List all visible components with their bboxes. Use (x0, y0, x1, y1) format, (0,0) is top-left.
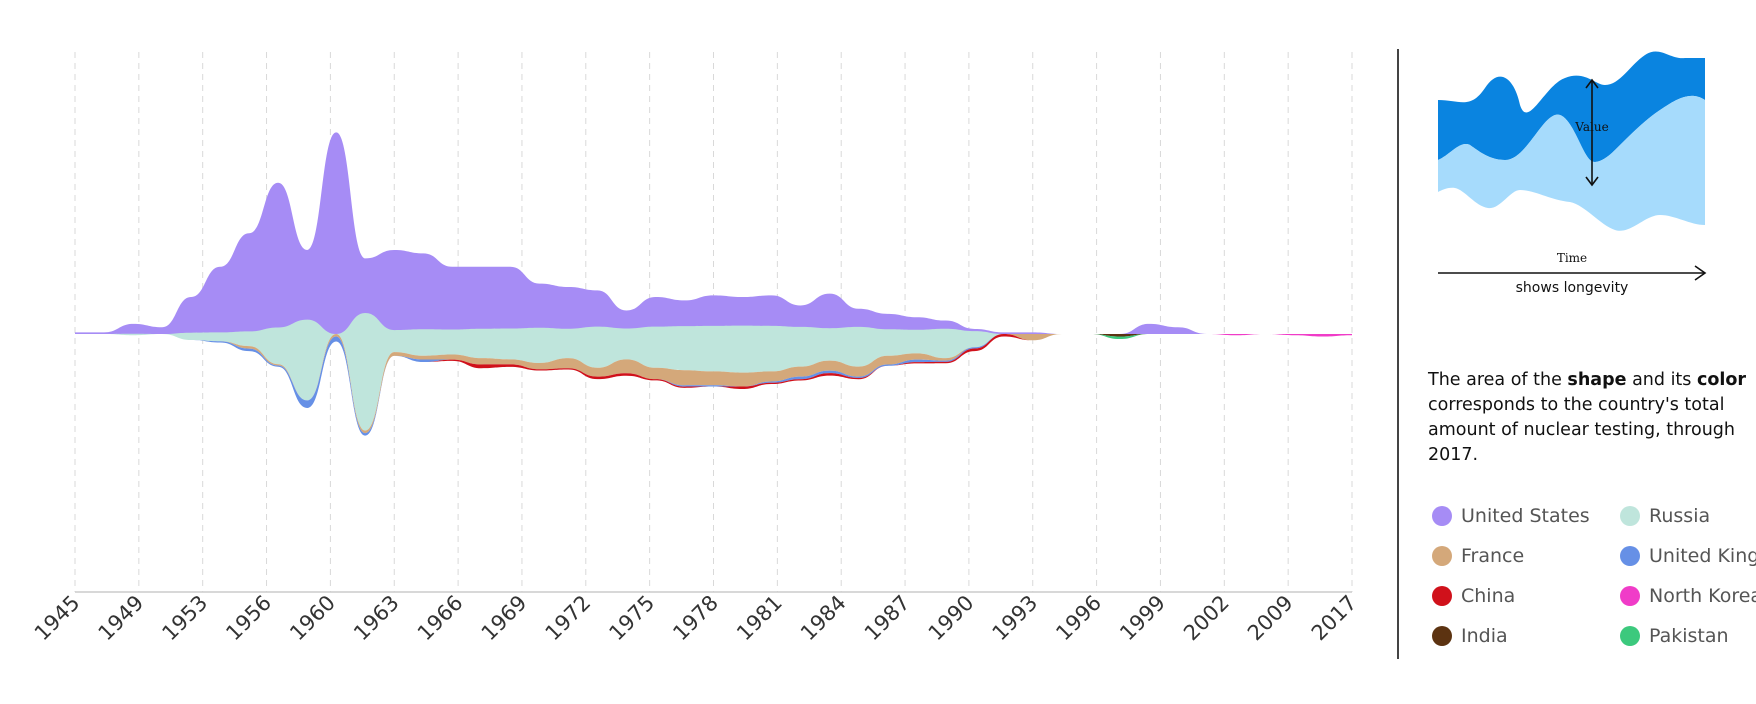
x-tick-label: 1953 (157, 591, 212, 646)
legend-label: United Kingdom (1649, 545, 1756, 567)
legend-item-india: India (1432, 622, 1508, 650)
x-tick-label: 1987 (860, 591, 915, 646)
x-tick-label: 1975 (604, 591, 659, 646)
key-arrow-head-up (1585, 78, 1599, 89)
x-tick-label: 1996 (1051, 591, 1106, 646)
x-tick-label: 1960 (285, 591, 340, 646)
legend-label: North Korea (1649, 585, 1756, 607)
legend-swatch (1620, 626, 1640, 646)
legend-label: China (1461, 585, 1516, 607)
key-light-stream (1438, 95, 1705, 231)
legend-swatch (1620, 546, 1640, 566)
x-tick-label: 1972 (541, 591, 596, 646)
legend-item-united-states: United States (1432, 502, 1590, 530)
legend-item-north-korea: North Korea (1620, 582, 1756, 610)
explain-part3: corresponds to the country's total amoun… (1428, 395, 1735, 465)
x-tick-label: 1966 (413, 591, 468, 646)
stream-france (75, 334, 1352, 434)
explain-bold-color: color (1696, 370, 1747, 390)
legend-item-united-kingdom: United Kingdom (1620, 542, 1756, 570)
legend-label: France (1461, 545, 1525, 567)
key-dark-stream (1438, 51, 1705, 162)
legend-swatch (1620, 506, 1640, 526)
x-tick-label: 2017 (1307, 591, 1362, 646)
x-tick-label: 1978 (668, 591, 723, 646)
x-tick-label: 1999 (1115, 591, 1170, 646)
x-tick-label: 1963 (349, 591, 404, 646)
legend-swatch (1620, 586, 1640, 606)
x-tick-label: 2002 (1179, 591, 1234, 646)
legend-item-pakistan: Pakistan (1620, 622, 1729, 650)
legend-swatch (1432, 586, 1452, 606)
explain-part2: and its (1626, 370, 1697, 390)
x-tick-label: 1981 (732, 591, 787, 646)
legend-label: India (1461, 625, 1508, 647)
how-to-read-key: Value Time shows longevity (1438, 51, 1707, 296)
x-tick-label: 1949 (94, 591, 149, 646)
x-tick-label: 1945 (30, 591, 85, 646)
legend-swatch (1432, 506, 1452, 526)
legend-label: Pakistan (1649, 625, 1729, 647)
stream-united-states (75, 132, 1352, 334)
explain-part1: The area of the (1428, 370, 1568, 390)
x-tick-label: 1956 (221, 591, 276, 646)
x-tick-label: 1984 (796, 591, 851, 646)
key-time-label: Time (1557, 251, 1587, 265)
explanation-text: The area of the shape and its color corr… (1428, 368, 1748, 468)
panel-divider (1397, 49, 1399, 659)
legend-item-china: China (1432, 582, 1515, 610)
x-tick-label: 2009 (1243, 591, 1298, 646)
key-arrow-head-down (1585, 176, 1599, 187)
streamgraph-chart: 1945 1949 1953 1956 1960 1963 1966 1969 1972 1975… (30, 52, 1362, 646)
legend-label: United States (1461, 505, 1590, 527)
key-caption: shows longevity (1516, 280, 1629, 296)
key-time-arrow-head (1694, 265, 1707, 281)
legend-swatch (1432, 546, 1452, 566)
legend-label: Russia (1649, 505, 1711, 527)
x-tick-label: 1990 (924, 591, 979, 646)
legend-item-france: France (1432, 542, 1524, 570)
legend-swatch (1432, 626, 1452, 646)
x-tick-label: 1969 (477, 591, 532, 646)
x-tick-labels: 1945 1949 1953 1956 1960 1963 1966 1969 1972 1975… (30, 591, 1362, 646)
key-value-label: Value (1574, 120, 1608, 134)
legend-item-russia: Russia (1620, 502, 1710, 530)
stream-layer (75, 132, 1352, 436)
explain-bold-shape: shape (1567, 370, 1627, 390)
stream-russia (75, 313, 1352, 431)
x-tick-label: 1993 (988, 591, 1043, 646)
